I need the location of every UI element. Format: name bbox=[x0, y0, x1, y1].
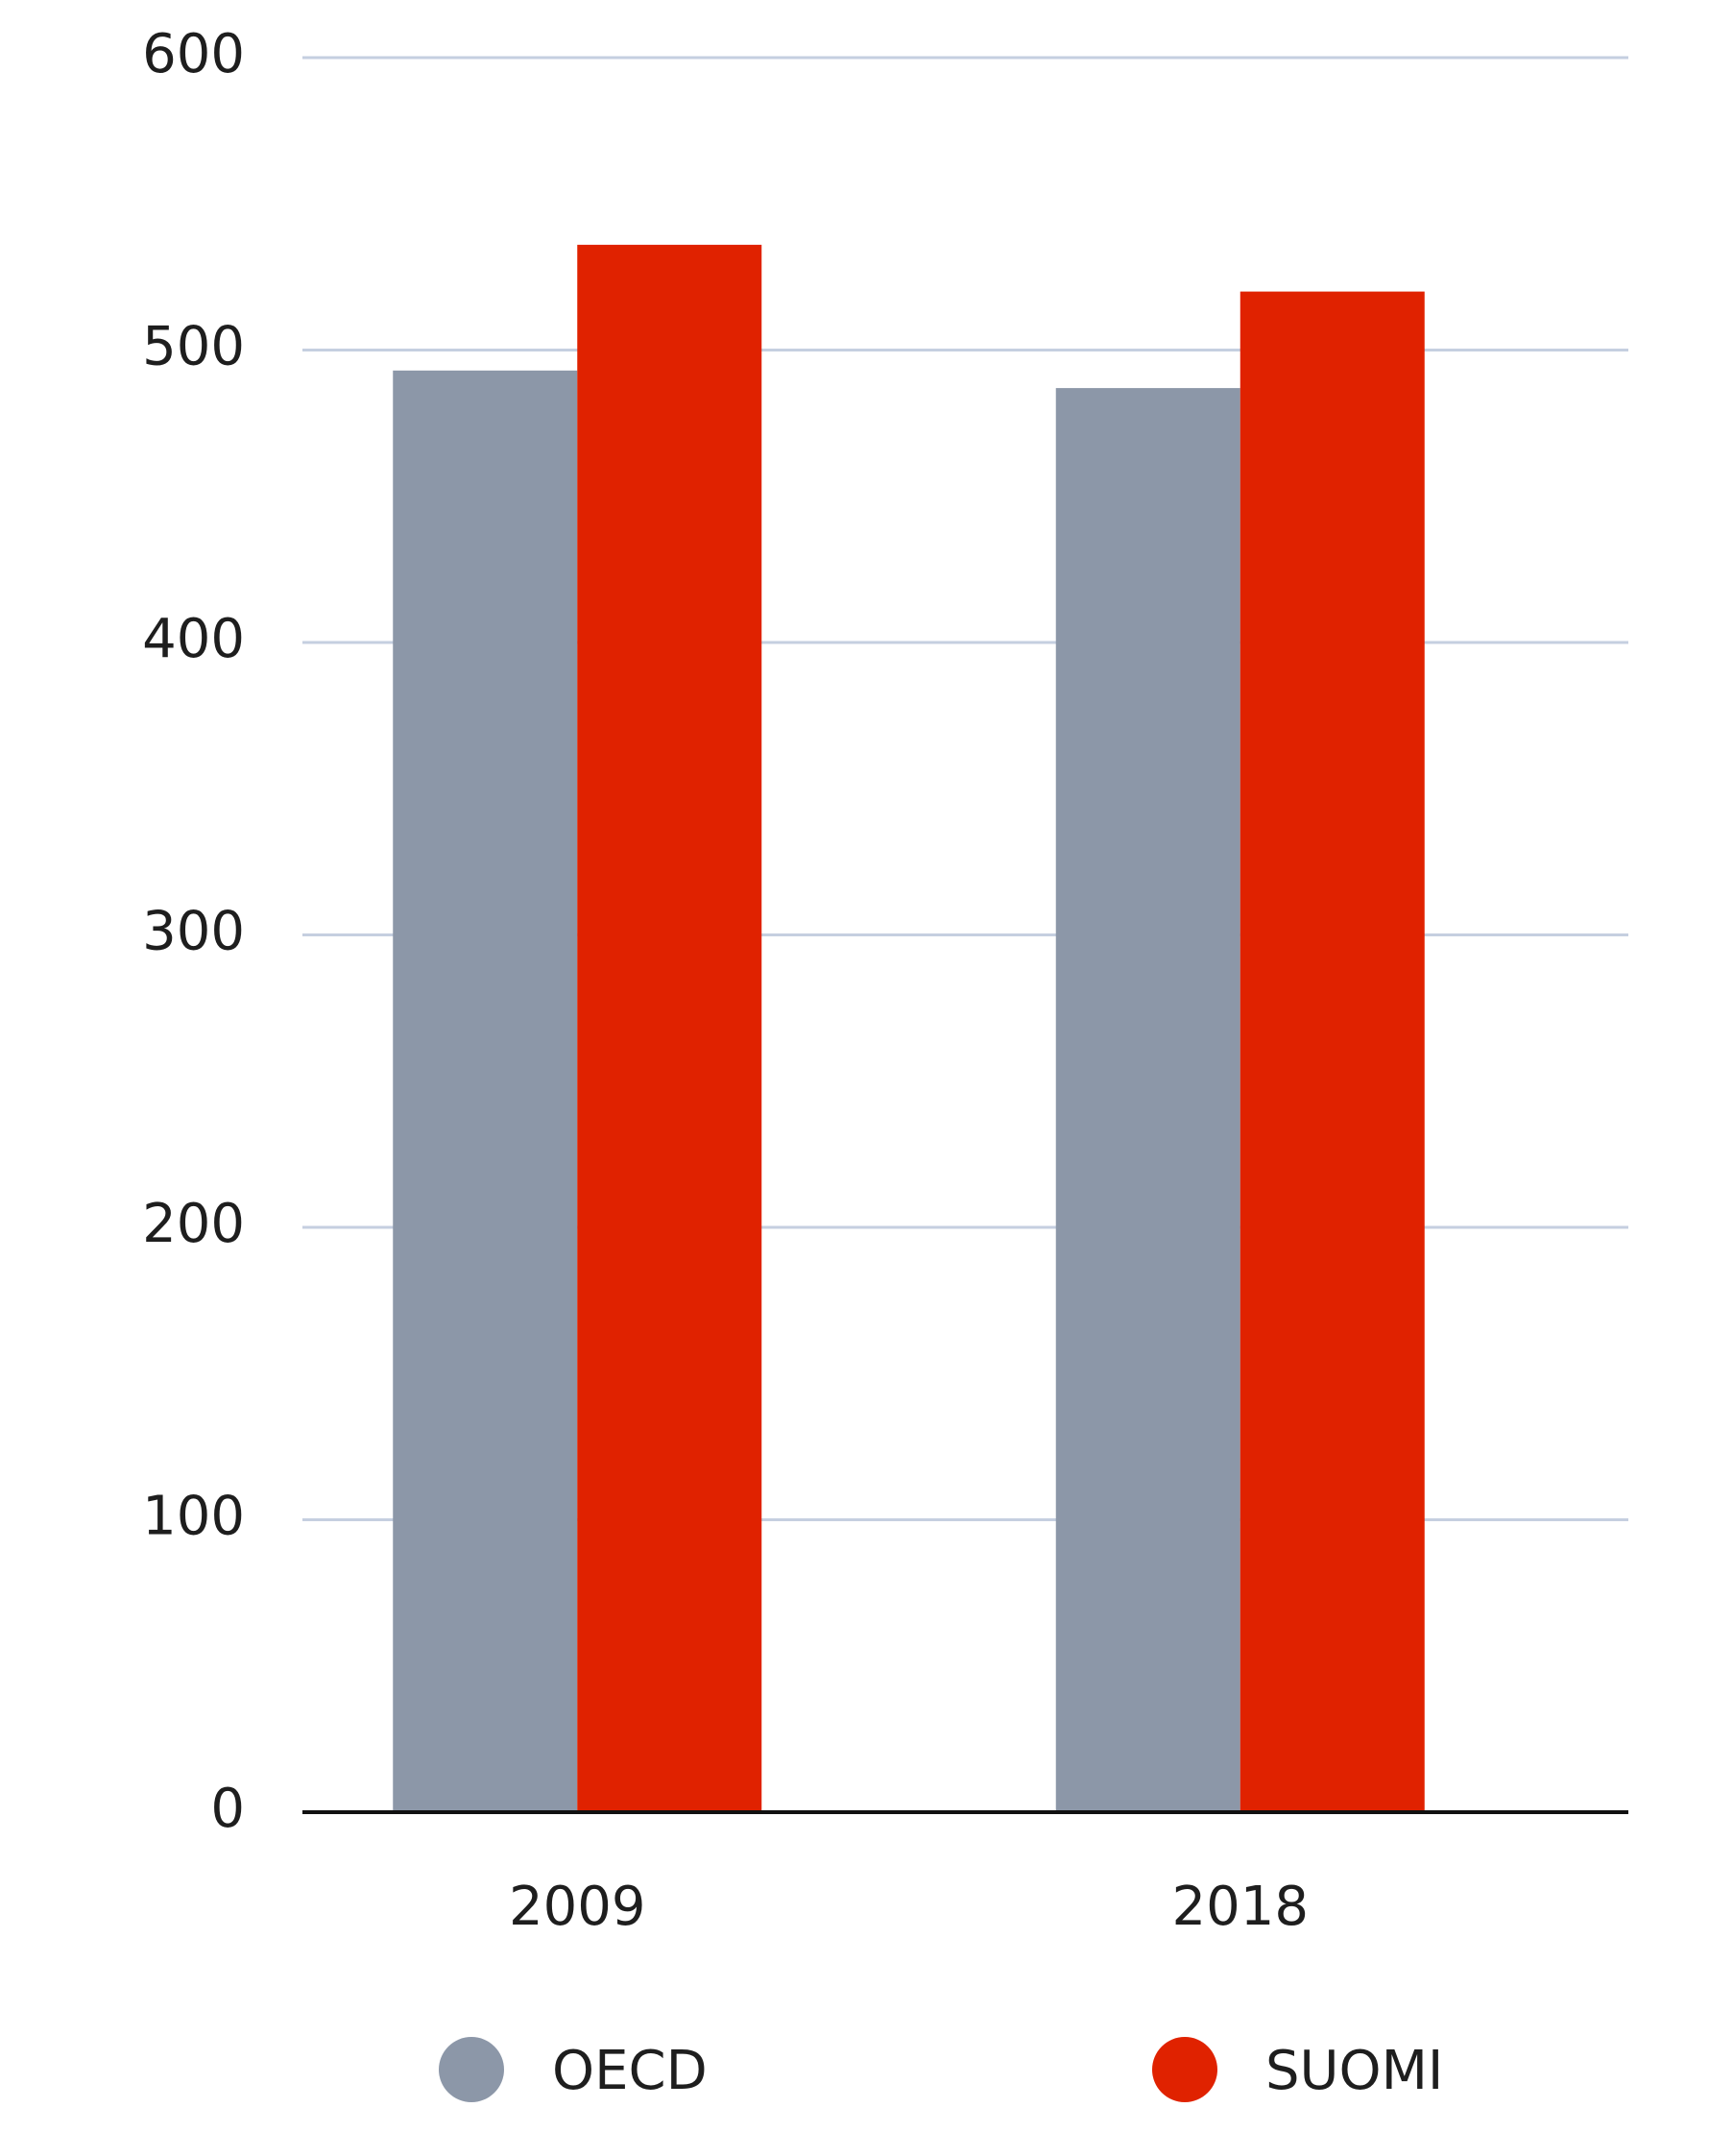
x-tick-label: 2018 bbox=[1171, 1876, 1309, 1938]
y-tick-label: 0 bbox=[210, 1778, 245, 1840]
legend-marker bbox=[439, 2037, 504, 2102]
x-tick-label: 2009 bbox=[509, 1876, 646, 1938]
y-tick-label: 100 bbox=[142, 1486, 245, 1548]
legend-label: OECD bbox=[552, 2040, 708, 2102]
legend-label: SUOMI bbox=[1265, 2040, 1443, 2102]
bar bbox=[393, 370, 578, 1813]
bar bbox=[577, 244, 762, 1812]
y-tick-label: 300 bbox=[142, 901, 245, 963]
y-tick-label: 200 bbox=[142, 1193, 245, 1255]
y-tick-label: 600 bbox=[142, 23, 245, 85]
bar bbox=[1055, 388, 1240, 1813]
y-tick-label: 400 bbox=[142, 608, 245, 670]
legend-marker bbox=[1152, 2037, 1217, 2102]
bar bbox=[1240, 291, 1425, 1813]
y-tick-label: 500 bbox=[142, 316, 245, 378]
